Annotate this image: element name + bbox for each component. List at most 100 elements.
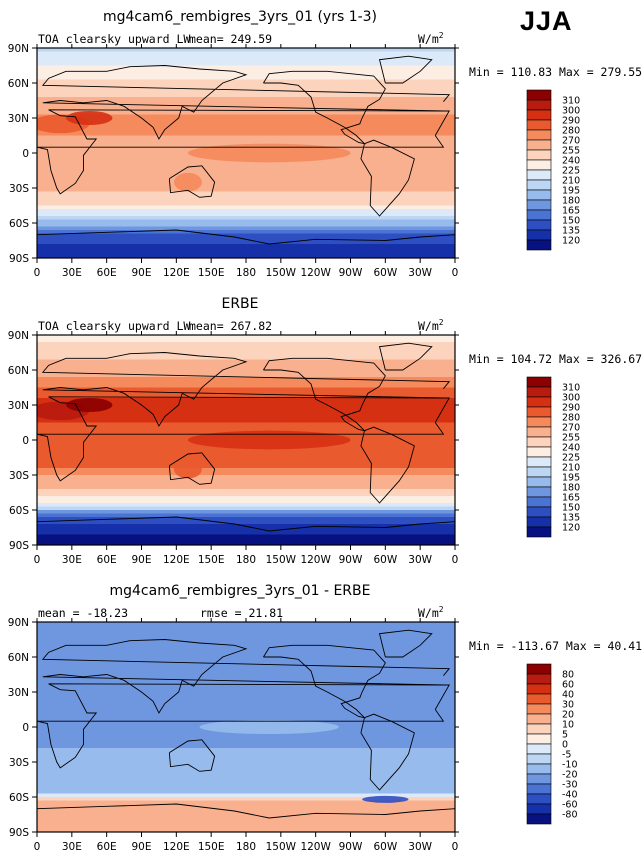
colorbar-label: 5 (562, 730, 568, 741)
field-band (37, 387, 455, 392)
field-band (37, 807, 455, 812)
field-band (37, 55, 455, 60)
field-band (37, 653, 455, 658)
field-band (37, 510, 455, 515)
colorbar-label: 135 (562, 226, 580, 237)
field-band (37, 688, 455, 693)
field-band (37, 513, 455, 518)
x-tick-label: 150W (266, 554, 297, 566)
colorbar-swatch (526, 139, 552, 151)
y-tick-label: 60N (8, 78, 29, 90)
x-tick-label: 150W (266, 841, 297, 853)
panel-minmax: Min = 104.72 Max = 326.67 (469, 352, 642, 366)
field-band (37, 356, 455, 361)
field-band (37, 538, 455, 543)
colorbar-swatch (526, 763, 552, 775)
y-tick-label: 0 (22, 722, 29, 734)
x-tick-label: 60W (373, 554, 397, 566)
colorbar-label: 195 (562, 186, 580, 197)
panel-left-label: TOA clearsky upward LW (38, 319, 190, 333)
field-band (37, 468, 455, 473)
field-band (37, 734, 455, 739)
coastline (168, 165, 216, 198)
colorbar-label: 120 (562, 523, 580, 534)
colorbar-label: -30 (562, 780, 578, 791)
x-tick-label: 150E (198, 841, 225, 853)
season-label: JJA (520, 6, 573, 36)
field-band (37, 485, 455, 490)
x-tick-label: 150E (198, 554, 225, 566)
panel-stat-label: mean= 267.82 (189, 319, 272, 333)
coastline (378, 55, 433, 84)
y-tick-label: 30N (8, 687, 29, 699)
colorbar-label: 135 (562, 513, 580, 524)
field-band (37, 408, 455, 413)
field-band (37, 412, 455, 417)
field-band (37, 139, 455, 144)
colorbar-label: 120 (562, 236, 580, 247)
colorbar-swatch (526, 526, 552, 538)
field-band (37, 821, 455, 826)
colorbar-swatch (526, 406, 552, 418)
colorbar-swatch (526, 109, 552, 121)
panel-minmax: Min = 110.83 Max = 279.55 (469, 65, 642, 79)
colorbar-swatch (526, 506, 552, 518)
field-band (37, 464, 455, 469)
field-band (37, 226, 455, 231)
colorbar-swatch (526, 416, 552, 428)
colorbar-swatch (526, 753, 552, 765)
colorbar-swatch (526, 199, 552, 211)
field-band (37, 230, 455, 235)
field-band (37, 667, 455, 672)
field-band (37, 657, 455, 662)
coastline (37, 683, 450, 769)
colorbar-swatch (526, 129, 552, 141)
x-tick-label: 90E (132, 841, 152, 853)
x-tick-label: 60E (97, 841, 117, 853)
field-band (37, 83, 455, 88)
x-tick-label: 30E (62, 841, 82, 853)
colorbar-swatch (526, 229, 552, 241)
field-band (37, 184, 455, 189)
field-band (37, 636, 455, 641)
x-tick-label: 0 (34, 554, 41, 566)
field-band (37, 741, 455, 746)
field-feature (187, 143, 351, 163)
field-band (37, 345, 455, 350)
field-band (37, 828, 455, 832)
colorbar-swatch (526, 189, 552, 201)
y-tick-label: 30N (8, 113, 29, 125)
x-tick-label: 90W (339, 841, 363, 853)
field-band (37, 776, 455, 781)
field-band (37, 660, 455, 665)
coastline (263, 70, 386, 145)
panel-stat-label: mean= 249.59 (189, 32, 272, 46)
x-tick-label: 120W (300, 841, 331, 853)
field-band (37, 825, 455, 830)
colorbar-label: 300 (562, 393, 580, 404)
field-band (37, 170, 455, 175)
field-band (37, 755, 455, 760)
field-band (37, 520, 455, 525)
field-band (37, 422, 455, 427)
field-band (37, 678, 455, 683)
colorbar-label: 150 (562, 503, 580, 514)
colorbar-swatch (526, 773, 552, 785)
field-band (37, 478, 455, 483)
y-tick-label: 0 (22, 148, 29, 160)
field-band (37, 212, 455, 217)
field-band (37, 370, 455, 375)
field-band (37, 223, 455, 228)
x-tick-label: 0 (452, 267, 459, 279)
colorbar-swatch (526, 703, 552, 715)
field-band (37, 765, 455, 770)
x-tick-label: 180 (236, 554, 256, 566)
field-band (37, 496, 455, 501)
field-band (37, 482, 455, 487)
colorbar-label: 280 (562, 413, 580, 424)
colorbar-label: 165 (562, 493, 580, 504)
colorbar-swatch (526, 89, 552, 101)
colorbar-swatch (526, 743, 552, 755)
